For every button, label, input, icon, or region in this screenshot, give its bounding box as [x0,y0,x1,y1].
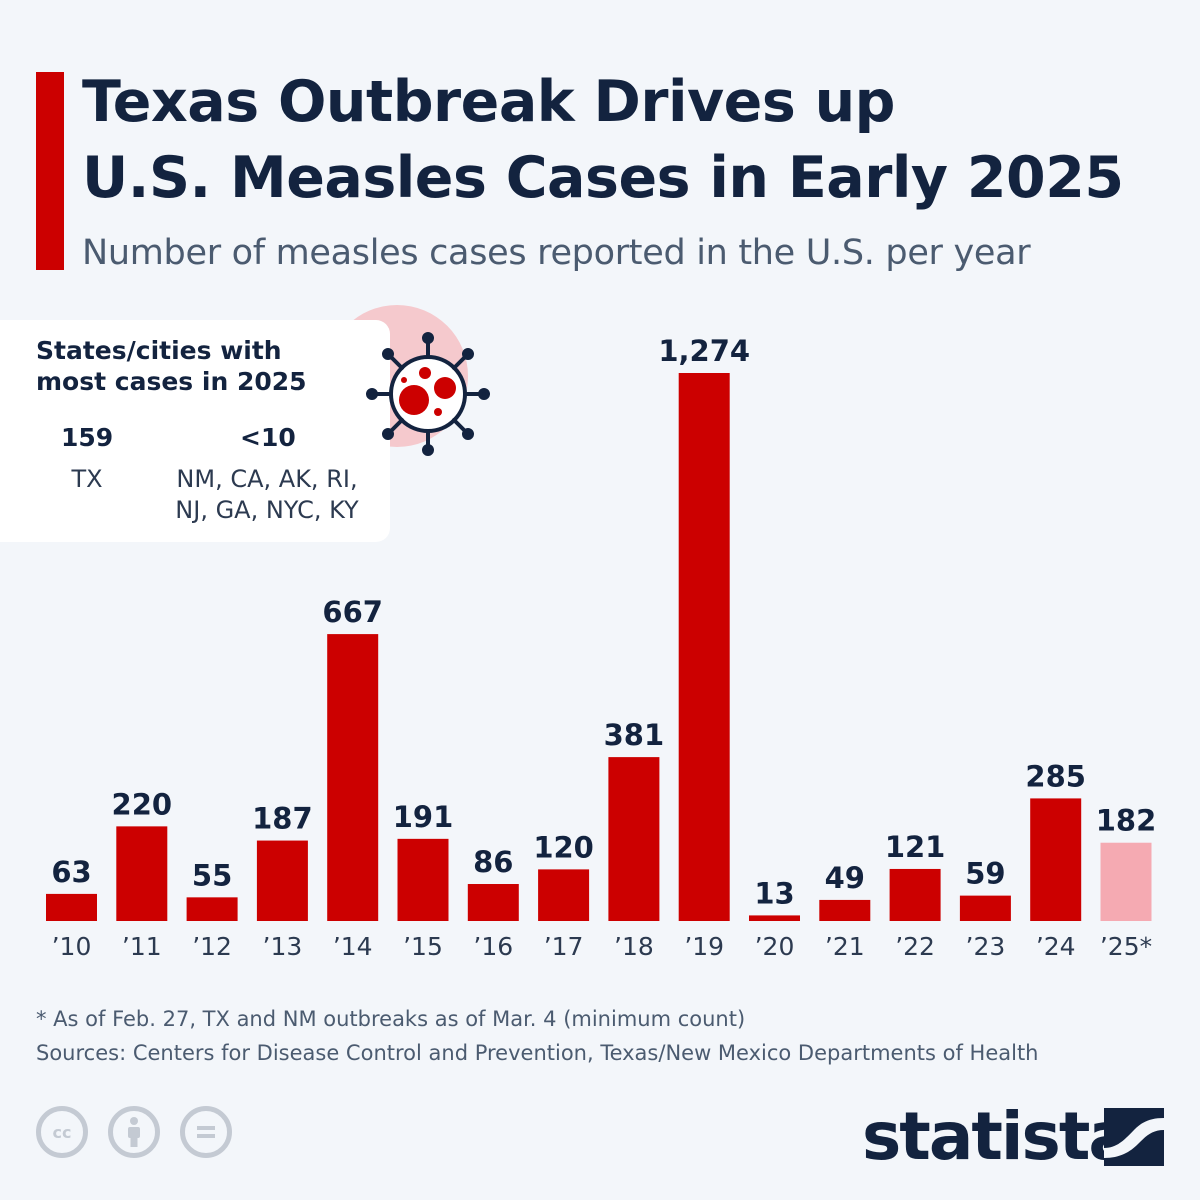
chart-title: Texas Outbreak Drives up U.S. Measles Ca… [82,64,1182,216]
bar-value-label-5: 191 [393,800,454,834]
x-tick-label-10: ’20 [755,932,795,961]
x-tick-label-3: ’13 [263,932,303,961]
cc-icon[interactable]: cc [36,1106,88,1158]
bar-value-label-9: 1,274 [658,334,750,368]
info-tx-label: TX [71,465,103,493]
info-heading: States/cities with most cases in 2025 [36,335,307,397]
attribution-icon[interactable] [108,1106,160,1158]
x-tick-label-2: ’12 [192,932,232,961]
bar-3 [256,840,308,921]
footnote: * As of Feb. 27, TX and NM outbreaks as … [36,1002,1039,1070]
bar-12 [889,868,941,921]
bar-value-label-14: 285 [1025,759,1086,793]
bar-value-label-13: 59 [965,857,1005,891]
bar-6 [467,884,519,921]
bar-10 [749,915,800,921]
bar-value-label-6: 86 [473,845,513,879]
x-tick-label-11: ’21 [825,932,865,961]
bar-13 [959,895,1011,921]
info-heading-line-2: most cases in 2025 [36,367,307,396]
bar-chart: 63 ’10 220 ’11 55 ’12 187 ’13 667 ’14 191 ’15 86 ’16 1… [46,334,1157,961]
x-tick-label-7: ’17 [544,932,584,961]
bar-value-label-2: 55 [192,858,232,892]
x-tick-label-6: ’16 [473,932,513,961]
x-tick-label-0: ’10 [52,932,92,961]
bar-value-label-12: 121 [885,830,946,864]
bar-2 [186,897,238,921]
bar-value-label-7: 120 [533,830,594,864]
bar-value-label-3: 187 [252,802,313,836]
footnote-note: * As of Feb. 27, TX and NM outbreaks as … [36,1007,746,1031]
statista-logo-icon [1104,1108,1164,1166]
bar-value-label-8: 381 [604,718,665,752]
x-tick-label-4: ’14 [333,932,373,961]
x-tick-label-13: ’23 [966,932,1006,961]
svg-text:cc: cc [53,1123,72,1142]
title-line-1: Texas Outbreak Drives up [82,69,895,135]
info-other-label-line-2: NJ, GA, NYC, KY [175,496,359,524]
info-other-count: <10 [240,423,296,452]
virus-icon [366,332,490,456]
no-derivatives-icon[interactable] [180,1106,232,1158]
chart-subtitle: Number of measles cases reported in the … [82,233,1031,273]
x-tick-label-15: ’25* [1100,932,1152,961]
bar-value-label-15: 182 [1096,804,1157,838]
bar-8 [608,757,660,921]
title-line-2: U.S. Measles Cases in Early 2025 [82,145,1124,211]
bar-value-label-10: 13 [754,876,794,910]
info-other-label-line-1: NM, CA, AK, RI, [176,465,358,493]
footnote-sources: Sources: Centers for Disease Control and… [36,1041,1039,1065]
info-heading-line-1: States/cities with [36,336,282,365]
bar-value-label-0: 63 [51,855,91,889]
bar-9 [678,373,730,921]
bar-4 [327,634,379,921]
bar-11 [819,899,871,921]
x-tick-label-1: ’11 [122,932,162,961]
bar-value-label-1: 220 [112,787,173,821]
title-accent-bar [36,72,64,270]
bar-14 [1030,798,1082,921]
info-tx-count: 159 [61,423,114,452]
x-tick-label-9: ’19 [684,932,724,961]
info-other-label: NM, CA, AK, RI, NJ, GA, NYC, KY [150,464,384,526]
x-tick-label-12: ’22 [895,932,935,961]
bar-5 [397,838,449,921]
x-tick-label-5: ’15 [403,932,443,961]
x-tick-label-14: ’24 [1036,932,1076,961]
info-box [0,320,390,542]
bar-1 [116,826,168,921]
statista-logo-text[interactable]: statista [862,1098,1133,1175]
bar-value-label-4: 667 [322,595,383,629]
bar-7 [538,869,590,921]
bar-15 [1100,842,1152,921]
bar-0 [46,893,97,921]
x-tick-label-8: ’18 [614,932,654,961]
bar-value-label-11: 49 [825,861,865,895]
